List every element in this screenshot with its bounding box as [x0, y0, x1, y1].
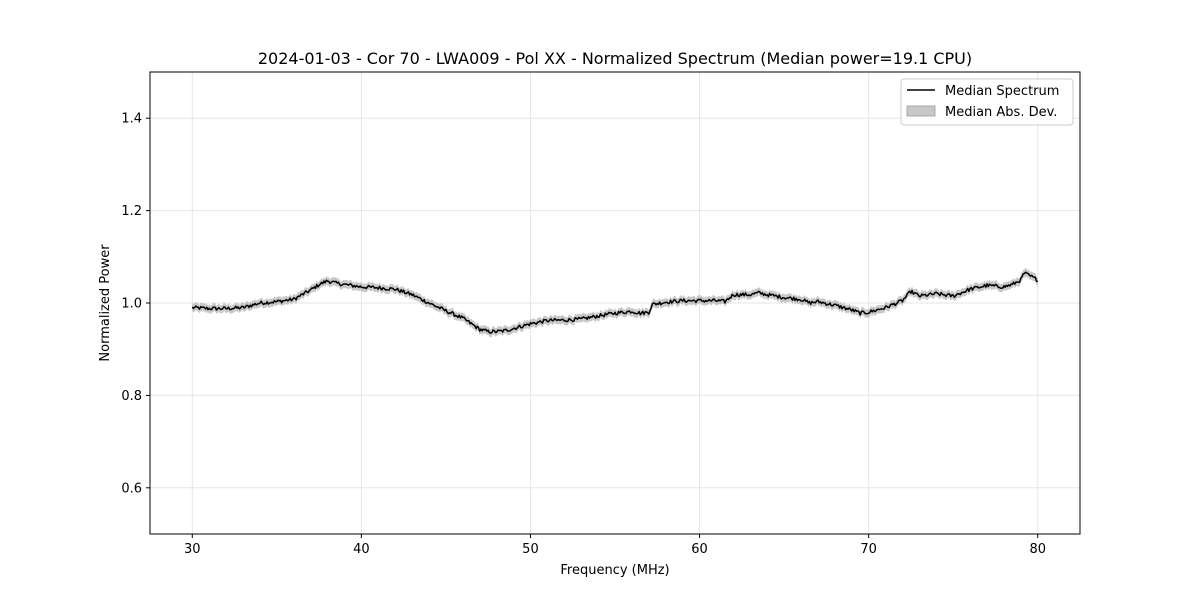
y-tick-label: 0.8: [121, 389, 142, 404]
x-tick-label: 70: [860, 542, 877, 557]
y-axis-ticks: 0.6 0.8 1.0 1.2 1.4: [121, 112, 150, 496]
y-tick-label: 0.6: [121, 481, 142, 496]
x-tick-label: 30: [184, 542, 201, 557]
y-tick-label: 1.4: [121, 112, 142, 127]
x-tick-label: 60: [691, 542, 708, 557]
legend-entry-median-abs-dev: Median Abs. Dev.: [945, 105, 1057, 120]
median-spectrum-line: [191, 271, 1039, 334]
y-tick-label: 1.0: [121, 297, 142, 312]
legend-band-swatch: [906, 105, 936, 117]
x-tick-label: 80: [1029, 542, 1046, 557]
legend-box: [900, 78, 1074, 126]
x-tick-label: 50: [522, 542, 539, 557]
chart-title: 2024-01-03 - Cor 70 - LWA009 - Pol XX - …: [258, 49, 972, 68]
legend: Median Spectrum Median Abs. Dev.: [900, 78, 1074, 126]
y-tick-label: 1.2: [121, 204, 142, 219]
legend-entry-median-spectrum: Median Spectrum: [945, 84, 1059, 99]
x-axis-label: Frequency (MHz): [560, 563, 669, 578]
x-axis-ticks: 30 40 50 60 70 80: [184, 534, 1046, 557]
y-axis-label: Normalized Power: [98, 244, 113, 362]
x-tick-label: 40: [353, 542, 370, 557]
